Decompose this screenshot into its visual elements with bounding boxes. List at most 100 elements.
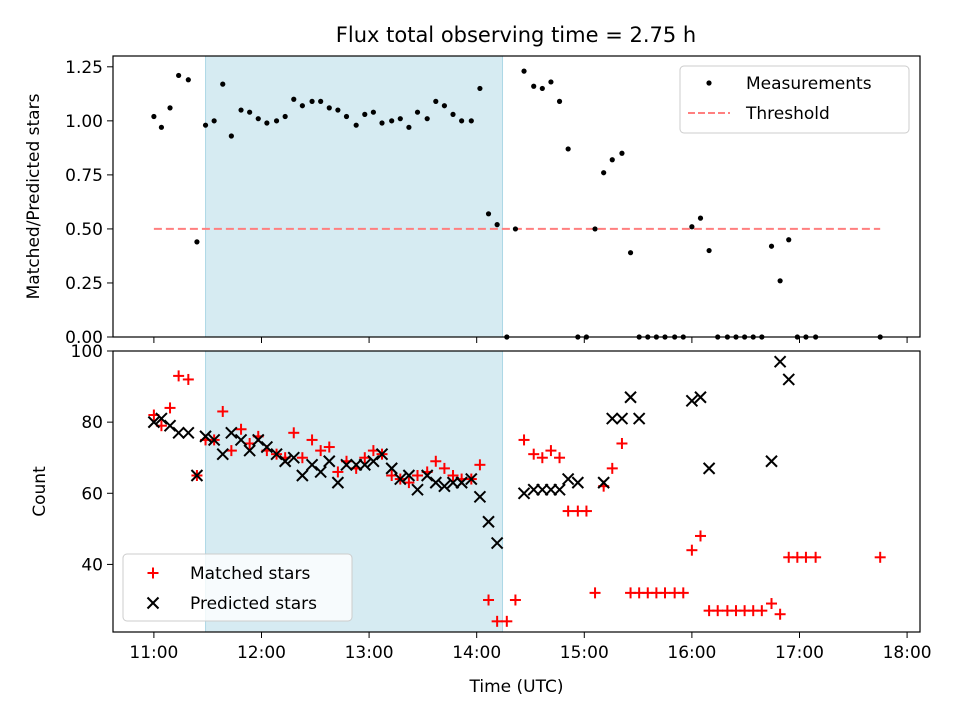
predicted-stars-points bbox=[147, 355, 795, 550]
predicted-star-point bbox=[147, 415, 161, 429]
count-x-tick-label: 11:00 bbox=[129, 643, 178, 663]
count-legend-box bbox=[122, 553, 353, 622]
predicted-star-point bbox=[278, 455, 292, 468]
measurement-point bbox=[609, 157, 615, 163]
predicted-star-point bbox=[455, 476, 468, 489]
measurement-point bbox=[706, 247, 712, 254]
measurement-point bbox=[335, 107, 341, 113]
matched-star-point bbox=[800, 551, 812, 563]
measurement-point bbox=[194, 239, 200, 245]
matched-star-point bbox=[694, 530, 706, 542]
matched-star-point bbox=[430, 455, 442, 467]
matched-star-point bbox=[518, 434, 530, 446]
measurement-point bbox=[539, 85, 545, 92]
x-stroke-b bbox=[685, 394, 699, 408]
x-stroke-b bbox=[394, 472, 407, 486]
measurement-point bbox=[255, 116, 261, 122]
matched-star-point bbox=[509, 594, 521, 606]
x-stroke-b bbox=[358, 458, 371, 472]
predicted-star-point bbox=[773, 355, 787, 368]
matched-star-point bbox=[217, 405, 229, 417]
x-stroke-b bbox=[632, 412, 646, 425]
matched-star-point bbox=[323, 441, 335, 453]
ratio-panel: 0.00 0.25 0.50 0.75 1.00 1.25 Matched/Predict… bbox=[24, 55, 921, 348]
predicted-star-point bbox=[243, 444, 256, 457]
x-stroke-b bbox=[207, 433, 221, 447]
x-stroke-b bbox=[553, 483, 566, 496]
measurement-point bbox=[238, 107, 244, 113]
x-stroke-b bbox=[243, 444, 256, 457]
measurement-point bbox=[619, 150, 625, 156]
measurement-point bbox=[592, 226, 598, 232]
predicted-star-point bbox=[482, 515, 495, 528]
legend-measurements-marker bbox=[706, 80, 712, 86]
x-stroke-b bbox=[367, 455, 380, 468]
predicted-star-point bbox=[553, 483, 566, 496]
measurement-point bbox=[485, 211, 492, 217]
measurement-point bbox=[353, 122, 359, 128]
predicted-star-point bbox=[402, 469, 416, 482]
x-stroke-b bbox=[615, 412, 629, 425]
predicted-star-point bbox=[606, 412, 619, 425]
x-stroke-b bbox=[260, 440, 274, 454]
predicted-star-point bbox=[172, 426, 185, 440]
measurement-point bbox=[477, 85, 483, 92]
count-x-tick-label: 17:00 bbox=[775, 643, 824, 663]
matched-star-point bbox=[756, 605, 768, 617]
measurement-point bbox=[768, 243, 775, 249]
count-y-tick-label: 80 bbox=[81, 413, 103, 433]
predicted-star-point bbox=[216, 447, 229, 461]
matched-star-point bbox=[315, 445, 327, 457]
measurement-point bbox=[601, 170, 607, 176]
matched-star-point bbox=[474, 459, 486, 471]
count-x-tick-label: 18:00 bbox=[883, 643, 932, 663]
legend-measurements-label: Measurements bbox=[746, 74, 872, 94]
x-stroke-b bbox=[146, 596, 160, 610]
predicted-star-point bbox=[163, 419, 177, 432]
x-stroke-b bbox=[429, 476, 443, 489]
matched-star-point bbox=[182, 373, 194, 385]
count-y-axis-label: Count bbox=[30, 466, 50, 517]
ratio-y-tick-label: 1.00 bbox=[65, 112, 103, 132]
measurement-point bbox=[512, 226, 519, 232]
x-stroke-b bbox=[155, 412, 168, 425]
predicted-star-point bbox=[517, 487, 531, 500]
measurement-point bbox=[151, 113, 157, 120]
ratio-y-tick-label: 0.00 bbox=[65, 328, 103, 348]
x-stroke-b bbox=[694, 391, 707, 404]
matched-star-point bbox=[810, 551, 822, 563]
matched-star-point bbox=[438, 462, 450, 474]
measurement-point bbox=[228, 133, 234, 139]
predicted-star-point bbox=[270, 447, 283, 461]
predicted-star-point bbox=[314, 465, 327, 479]
matched-star-point bbox=[235, 423, 247, 435]
ratio-legend-box bbox=[679, 65, 910, 134]
predicted-star-point bbox=[296, 469, 309, 482]
x-stroke-b bbox=[216, 447, 229, 461]
predicted-star-point bbox=[323, 455, 336, 468]
observing-window-shade bbox=[205, 55, 504, 338]
count-y-axis: 40 60 80 100 bbox=[71, 342, 113, 575]
measurement-point bbox=[326, 105, 332, 111]
matched-star-point bbox=[412, 469, 424, 481]
predicted-star-point bbox=[473, 490, 487, 504]
predicted-star-point bbox=[331, 476, 345, 489]
count-y-tick-label: 100 bbox=[71, 342, 103, 362]
predicted-star-point bbox=[438, 479, 451, 493]
matched-star-point bbox=[774, 608, 786, 620]
x-stroke-b bbox=[606, 412, 619, 425]
predicted-star-point bbox=[225, 426, 238, 440]
count-legend: Matched stars Predicted stars bbox=[122, 553, 353, 622]
legend-threshold-label: Threshold bbox=[745, 104, 830, 124]
matched-star-point bbox=[874, 551, 886, 563]
x-stroke-b bbox=[765, 455, 778, 468]
predicted-star-point bbox=[782, 373, 795, 386]
x-stroke-b bbox=[225, 426, 238, 440]
count-y-tick-label: 40 bbox=[81, 555, 103, 575]
x-stroke-b bbox=[270, 447, 283, 461]
matched-star-point bbox=[562, 505, 574, 517]
measurement-point bbox=[211, 118, 217, 124]
x-stroke-b bbox=[375, 447, 389, 461]
ratio-legend: Measurements Threshold bbox=[679, 65, 910, 134]
